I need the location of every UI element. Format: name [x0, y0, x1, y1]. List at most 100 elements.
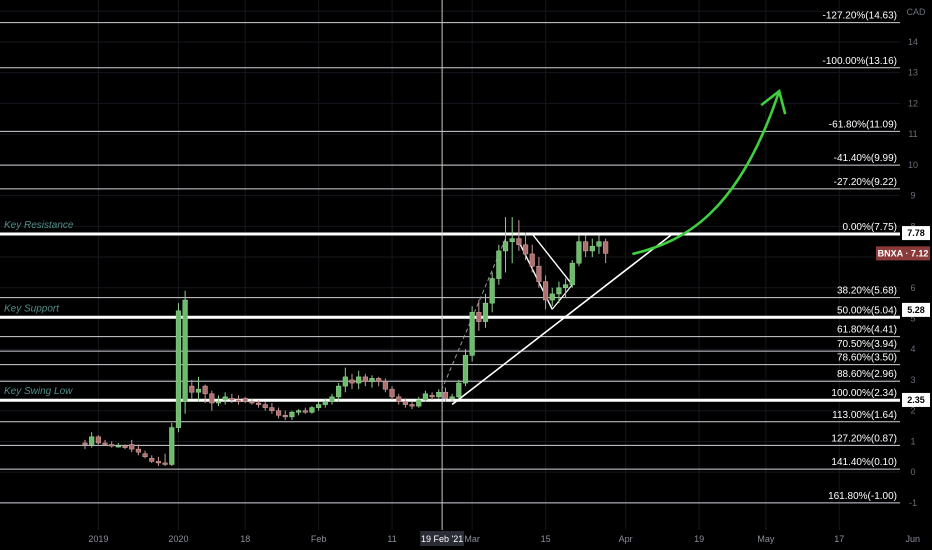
- price-tick-label: 14: [908, 37, 918, 47]
- candle-body: [175, 310, 182, 428]
- candle-body: [129, 444, 135, 450]
- candle-body: [442, 391, 449, 399]
- fib-level-label: 100.00%(2.34): [831, 388, 897, 399]
- candle-body: [549, 293, 555, 301]
- candle-body: [322, 401, 328, 405]
- price-tick-label: 1: [910, 436, 915, 446]
- price-tick-label: 3: [910, 375, 915, 385]
- candle-body: [576, 241, 582, 264]
- candle: [522, 232, 529, 261]
- candle-body: [389, 388, 395, 398]
- candle: [556, 281, 562, 304]
- candle: [316, 401, 322, 411]
- candle: [396, 393, 402, 405]
- price-axis-background: [900, 0, 932, 550]
- candle-body: [195, 388, 202, 393]
- candle-body: [209, 393, 215, 404]
- candle: [449, 393, 455, 402]
- time-tick-label: 11: [387, 534, 396, 544]
- candle-body: [249, 401, 255, 404]
- time-tick-label: 2019: [88, 534, 108, 544]
- candle-body: [562, 284, 569, 289]
- time-axis-background: [0, 530, 932, 550]
- candle-body: [342, 376, 348, 387]
- crosshair-date-label: 19 Feb '21: [421, 534, 463, 544]
- candle: [516, 220, 522, 251]
- candle: [162, 453, 168, 467]
- candle: [135, 444, 142, 456]
- candle: [356, 370, 362, 390]
- flag-channel-upper: [531, 233, 573, 286]
- candle-body: [149, 458, 155, 462]
- candles-layer[interactable]: [82, 217, 609, 467]
- candle-body: [282, 415, 288, 418]
- fib-level-label: 78.60%(3.50): [837, 353, 897, 364]
- drawings-layer: [438, 0, 787, 530]
- candle-body: [255, 402, 262, 405]
- fib-level-label: -100.00%(13.16): [823, 56, 898, 67]
- flag-channel-bottom: [551, 284, 573, 310]
- candle: [369, 375, 375, 388]
- candle-body: [396, 396, 402, 402]
- fib-level-label: -61.80%(11.09): [829, 119, 897, 130]
- candle: [489, 272, 495, 313]
- price-tick-label: 2: [910, 406, 915, 416]
- candle-body: [509, 238, 515, 242]
- candle: [529, 244, 535, 273]
- time-tick-label: Mar: [464, 534, 480, 544]
- candle-body: [409, 404, 415, 407]
- candle-body: [583, 241, 589, 252]
- candle: [302, 407, 308, 414]
- candle-body: [429, 395, 435, 398]
- fib-level-label: 113.00%(1.64): [832, 410, 897, 421]
- price-tick-label: 4: [910, 344, 915, 354]
- candle-body: [115, 445, 121, 448]
- candle: [509, 217, 515, 264]
- candle: [562, 278, 569, 297]
- fib-level-label: -127.20%(14.63): [823, 11, 898, 22]
- candle-body: [489, 278, 495, 304]
- projection-arrow-curve: [632, 90, 781, 256]
- candle-body: [542, 281, 549, 301]
- candle-body: [522, 244, 529, 255]
- candle-body: [382, 381, 388, 390]
- candle: [382, 378, 388, 393]
- price-tags: 7.78 BNXA · 7.12 5.28 2.35: [876, 226, 930, 407]
- candle: [429, 392, 435, 400]
- candle: [269, 403, 275, 414]
- candle: [122, 444, 128, 450]
- fib-level-label: 50.00%(5.04): [837, 305, 897, 316]
- candle-body: [349, 379, 355, 384]
- fib-level-label: 61.80%(4.41): [837, 325, 897, 336]
- candle-body: [189, 385, 195, 393]
- candle: [496, 244, 502, 285]
- candle-body: [269, 407, 275, 411]
- candle: [82, 439, 88, 450]
- time-tick-label: 17: [834, 534, 844, 544]
- candle: [95, 435, 101, 445]
- candle-body: [356, 376, 362, 384]
- candle-body: [162, 462, 168, 465]
- candle-body: [316, 404, 322, 408]
- time-tick-label: Apr: [619, 534, 633, 544]
- candle-body: [416, 399, 422, 407]
- price-axis[interactable]: CAD14131211109876543210-1: [900, 0, 932, 550]
- fib-level-label: 88.60%(2.96): [837, 369, 897, 380]
- time-tick-label: May: [757, 534, 775, 544]
- fib-level-label: -41.40%(9.99): [834, 153, 897, 164]
- candle-body: [462, 355, 469, 384]
- price-tick-label: 5: [910, 314, 915, 324]
- time-axis[interactable]: 2019 2020 18 Feb 11 Mar 15 Apr 19 May 17 Jun 19 Feb …: [0, 530, 932, 550]
- time-tick-label: Jun: [905, 534, 920, 544]
- candle: [102, 439, 108, 447]
- candle-body: [369, 378, 375, 382]
- candle-body: [536, 265, 542, 282]
- fibonacci-retracement[interactable]: -127.20%(14.63) -100.00%(13.16) -61.80%(11…: [0, 11, 900, 504]
- candle: [262, 401, 268, 411]
- candle: [149, 455, 155, 463]
- candle-body: [329, 396, 335, 402]
- fib-level-label: 38.20%(5.68): [837, 286, 897, 297]
- candle: [456, 379, 462, 399]
- candle: [109, 441, 115, 448]
